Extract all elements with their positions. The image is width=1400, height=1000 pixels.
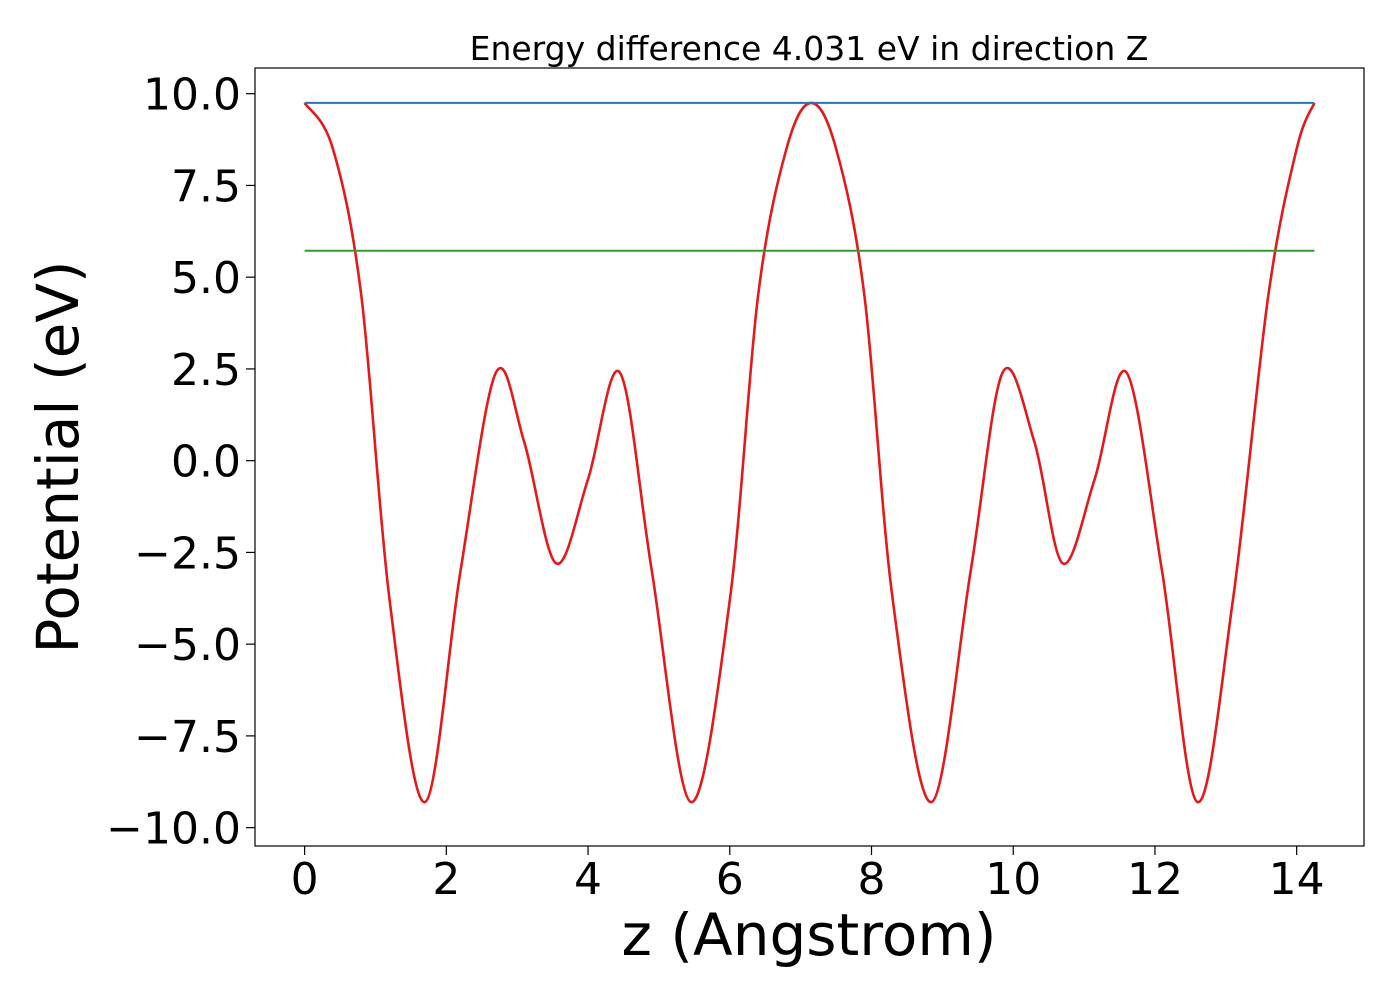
potential-curve	[303, 101, 1316, 804]
x-tick-label: 0	[291, 854, 319, 905]
x-axis-title: z (Angstrom)	[622, 901, 997, 969]
x-tick-label: 2	[432, 854, 460, 905]
chart-title: Energy difference 4.031 eV in direction …	[470, 29, 1149, 68]
y-tick-label: −7.5	[134, 712, 241, 763]
x-axis: 0 2 4 6 8 10 12 14	[291, 846, 1325, 905]
y-tick-label: −2.5	[134, 528, 241, 579]
y-tick-label: −5.0	[134, 620, 241, 671]
x-tick-label: 12	[1127, 854, 1183, 905]
y-tick-label: 0.0	[171, 437, 241, 488]
x-tick-label: 8	[858, 854, 886, 905]
y-tick-label: 7.5	[171, 161, 241, 212]
x-tick-label: 10	[985, 854, 1041, 905]
plot-area	[303, 101, 1316, 804]
y-tick-label: 10.0	[143, 70, 241, 121]
y-tick-label: 5.0	[171, 253, 241, 304]
y-tick-label: −10.0	[106, 804, 241, 855]
y-axis: 10.0 7.5 5.0 2.5 0.0 −2.5 −5.0 −7.5 −10.0	[106, 70, 255, 855]
x-tick-label: 6	[716, 854, 744, 905]
y-axis-title: Potential (eV)	[24, 260, 92, 653]
plot-frame	[254, 67, 1365, 847]
y-tick-label: 2.5	[171, 345, 241, 396]
x-tick-label: 4	[574, 854, 602, 905]
x-tick-label: 14	[1269, 854, 1325, 905]
